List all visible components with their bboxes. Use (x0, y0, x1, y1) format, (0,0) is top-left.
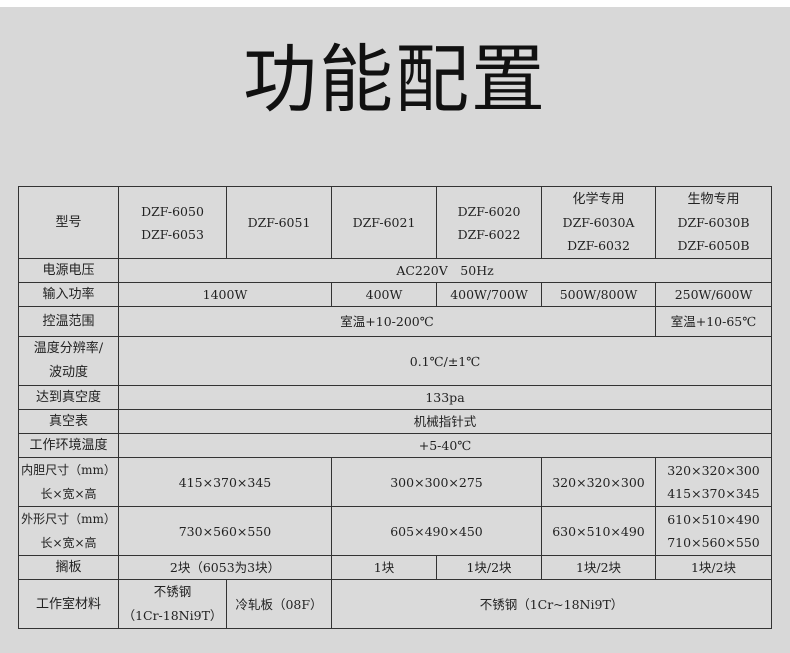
row-label: 温度分辨率/波动度 (18, 336, 119, 386)
model-cell: DZF-6051 (226, 186, 332, 259)
value-cell: 冷轧板（08F） (226, 579, 332, 629)
value-cell: 415×370×345 (118, 457, 332, 507)
value-cell: 400W (331, 282, 437, 307)
table-row-vacuum: 达到真空度 133pa (18, 385, 772, 410)
row-label: 工作室材料 (18, 579, 119, 629)
table-row-model: 型号 DZF-6050 DZF-6053 DZF-6051 DZF-6021 DZ… (18, 186, 772, 259)
model-category: 生物专用 (687, 192, 740, 207)
row-label: 型号 (18, 186, 119, 259)
table-row-resolution: 温度分辨率/波动度 0.1℃/±1℃ (18, 336, 772, 386)
table-row-power: 输入功率 1400W 400W 400W/700W 500W/800W 250W… (18, 282, 772, 307)
value-line: 610×510×490 (667, 512, 760, 527)
model-cell: 生物专用 DZF-6030B DZF-6050B (655, 186, 772, 259)
table-row-voltage: 电源电压 AC220V 50Hz (18, 258, 772, 283)
model: DZF-6020 (457, 203, 521, 219)
value-cell: 不锈钢 （1Cr-18Ni9T） (118, 579, 227, 629)
label-line: 长×宽×高 (40, 487, 97, 501)
value-line: 415×370×345 (667, 486, 760, 501)
row-label: 控温范围 (18, 306, 119, 337)
value-line: 710×560×550 (667, 535, 760, 550)
label-line: 波动度 (48, 365, 88, 380)
value-line: 不锈钢 (153, 584, 192, 599)
page-title: 功能配置 (243, 37, 547, 123)
value-cell: 320×320×300 (541, 457, 656, 507)
value-cell: 1400W (118, 282, 332, 307)
table-row-inner-size: 内胆尺寸（mm） 长×宽×高 415×370×345 300×300×275 32… (18, 457, 772, 507)
table-row-temp-range: 控温范围 室温+10-200℃ 室温+10-65℃ (18, 306, 772, 337)
row-label: 达到真空度 (18, 385, 119, 410)
value-cell: 1块 (331, 555, 437, 580)
value-cell: +5-40℃ (118, 433, 772, 458)
model-cell: DZF-6021 (331, 186, 437, 259)
table-row-material: 工作室材料 不锈钢 （1Cr-18Ni9T） 冷轧板（08F） 不锈钢（1Cr~1… (18, 579, 772, 629)
model: DZF-6030A (562, 215, 635, 230)
value-cell: 500W/800W (541, 282, 656, 307)
table-row-shelf: 搁板 2块（6053为3块） 1块 1块/2块 1块/2块 1块/2块 (18, 555, 772, 580)
label-line: 内胆尺寸（mm） (21, 463, 116, 477)
row-label: 输入功率 (18, 282, 119, 307)
value-cell: 610×510×490 710×560×550 (655, 506, 772, 556)
value-cell: 1块/2块 (436, 555, 542, 580)
model-category: 化学专用 (572, 192, 625, 207)
value-cell: 1块/2块 (655, 555, 772, 580)
value-cell: 2块（6053为3块） (118, 555, 332, 580)
value-cell: 250W/600W (655, 282, 772, 307)
value-cell: 机械指针式 (118, 409, 772, 434)
value-cell: 室温+10-200℃ (118, 306, 656, 337)
value-cell: 不锈钢（1Cr~18Ni9T） (331, 579, 772, 629)
row-label: 工作环境温度 (18, 433, 119, 458)
model: DZF-6022 (457, 226, 521, 242)
top-strip (0, 0, 790, 7)
label-line: 长×宽×高 (40, 536, 97, 550)
table-row-gauge: 真空表 机械指针式 (18, 409, 772, 434)
model-cell: DZF-6050 DZF-6053 (118, 186, 227, 259)
table-row-ambient: 工作环境温度 +5-40℃ (18, 433, 772, 458)
value-cell: 1块/2块 (541, 555, 656, 580)
model-cell: 化学专用 DZF-6030A DZF-6032 (541, 186, 656, 259)
spec-table: 型号 DZF-6050 DZF-6053 DZF-6051 DZF-6021 DZ… (18, 186, 772, 629)
model: DZF-6053 (141, 226, 204, 242)
value-line: 320×320×300 (667, 463, 760, 478)
row-label: 外形尺寸（mm） 长×宽×高 (18, 506, 119, 556)
label-line: 外形尺寸（mm） (21, 512, 116, 526)
value-cell: 630×510×490 (541, 506, 656, 556)
value-cell: 300×300×275 (331, 457, 542, 507)
value-cell: 室温+10-65℃ (655, 306, 772, 337)
model-cell: DZF-6020 DZF-6022 (436, 186, 542, 259)
row-label: 内胆尺寸（mm） 长×宽×高 (18, 457, 119, 507)
value-cell: 605×490×450 (331, 506, 542, 556)
value-line: （1Cr-18Ni9T） (122, 608, 223, 623)
value-cell: 0.1℃/±1℃ (118, 336, 772, 386)
model: DZF-6050 (141, 203, 204, 219)
model: DZF-6032 (567, 238, 630, 253)
row-label: 搁板 (18, 555, 119, 580)
value-cell: 400W/700W (436, 282, 542, 307)
row-label: 真空表 (18, 409, 119, 434)
value-cell: AC220V 50Hz (118, 258, 772, 283)
value-cell: 730×560×550 (118, 506, 332, 556)
value-cell: 133pa (118, 385, 772, 410)
model: DZF-6030B (677, 215, 750, 230)
table-row-outer-size: 外形尺寸（mm） 长×宽×高 730×560×550 605×490×450 63… (18, 506, 772, 556)
label-line: 温度分辨率/ (33, 341, 104, 356)
value-cell: 320×320×300 415×370×345 (655, 457, 772, 507)
row-label: 电源电压 (18, 258, 119, 283)
model: DZF-6050B (677, 238, 750, 253)
